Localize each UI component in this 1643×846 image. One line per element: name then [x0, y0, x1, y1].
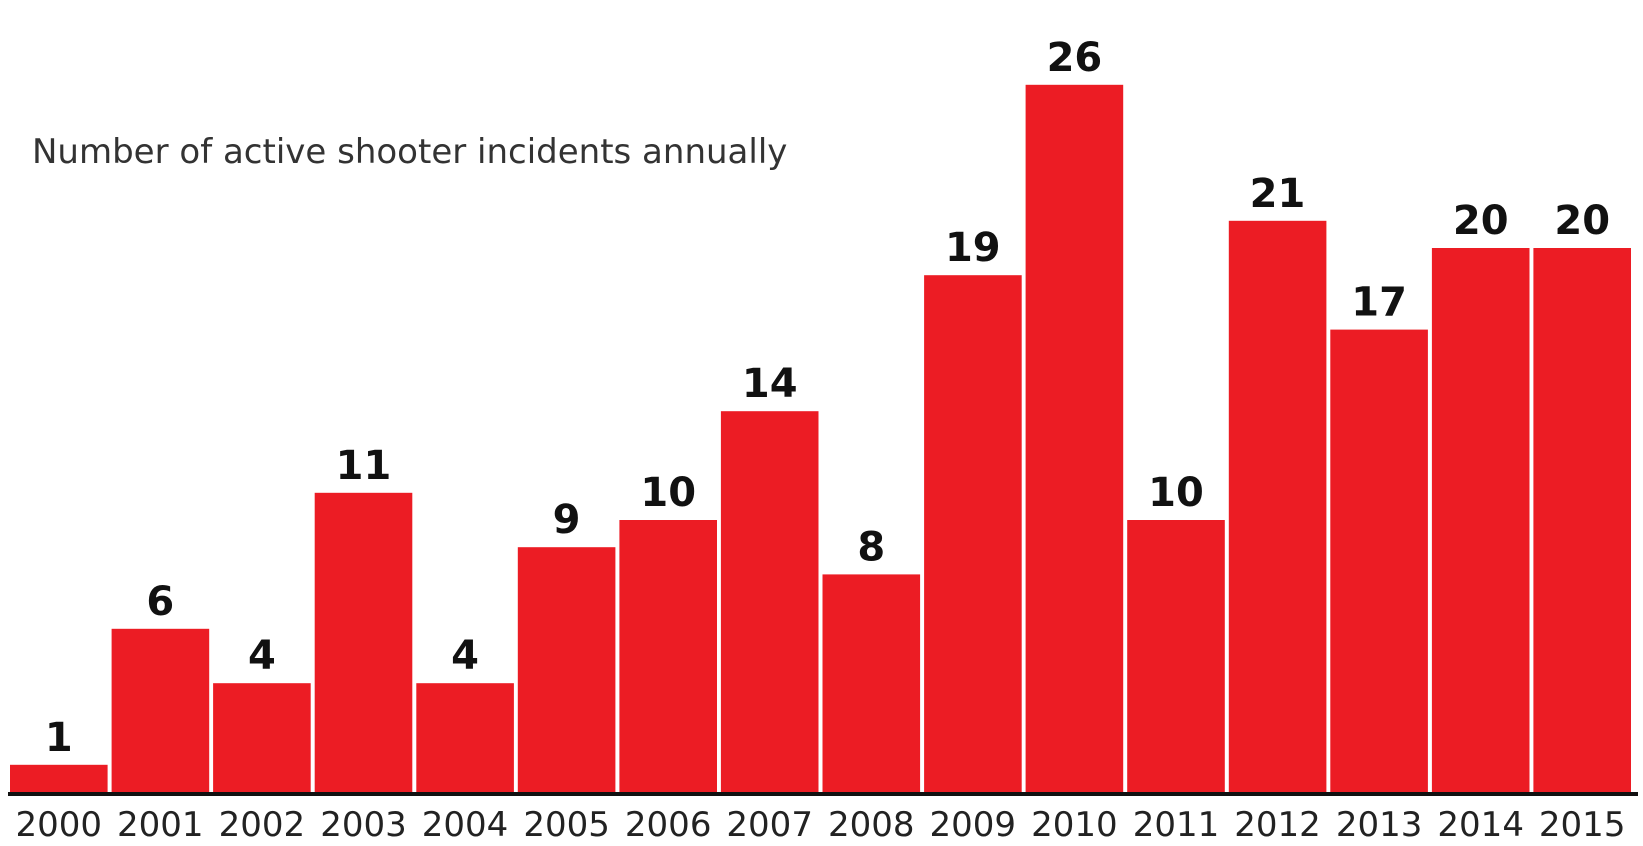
x-tick-label-2002: 2002 [219, 805, 306, 845]
x-tick-label-2011: 2011 [1133, 805, 1220, 845]
x-tick-label-2013: 2013 [1336, 805, 1423, 845]
bar-2005 [517, 547, 616, 792]
x-tick-label-2009: 2009 [930, 805, 1017, 845]
x-tick-label-2000: 2000 [16, 805, 103, 845]
bar-2009 [924, 275, 1022, 792]
x-tick-label-2012: 2012 [1234, 805, 1321, 845]
bar-2004 [416, 683, 514, 792]
bar-2014 [1431, 248, 1530, 792]
value-label-2000: 1 [45, 715, 73, 761]
x-tick-label-2014: 2014 [1437, 805, 1524, 845]
x-tick-label-2005: 2005 [523, 805, 610, 845]
bar-2011 [1127, 520, 1225, 792]
x-tick-label-2003: 2003 [320, 805, 407, 845]
bar-2007 [720, 411, 819, 792]
value-label-2012: 21 [1250, 171, 1306, 217]
bar-2006 [619, 520, 717, 792]
value-label-2008: 8 [857, 524, 885, 570]
bar-2010 [1025, 84, 1124, 793]
value-label-2015: 20 [1554, 198, 1610, 244]
bar-2000 [10, 764, 108, 792]
x-tick-label-2006: 2006 [625, 805, 712, 845]
tick-labels-layer: 2000 2001 2002 2003 2004 2005 2006 2007 2008 2009… [16, 805, 1626, 845]
chart-title: Number of active shooter incidents annua… [32, 132, 787, 172]
value-label-2006: 10 [640, 470, 696, 516]
bar-2015 [1533, 248, 1631, 792]
bar-2001 [111, 628, 210, 792]
bar-2002 [213, 683, 311, 792]
value-labels-layer: 1 6 4 11 4 9 10 14 8 19 26 10 21 17 20 20 [45, 35, 1610, 761]
value-label-2004: 4 [451, 633, 479, 679]
value-label-2013: 17 [1351, 280, 1407, 326]
bar-2003 [314, 492, 413, 792]
bar-2008 [822, 574, 921, 792]
value-label-2005: 9 [553, 497, 581, 543]
bars-layer [10, 84, 1631, 793]
x-tick-label-2004: 2004 [422, 805, 509, 845]
value-label-2011: 10 [1148, 470, 1204, 516]
value-label-2009: 19 [945, 225, 1001, 271]
value-label-2014: 20 [1453, 198, 1509, 244]
value-label-2003: 11 [336, 443, 392, 489]
x-tick-label-2010: 2010 [1031, 805, 1118, 845]
value-label-2001: 6 [146, 579, 174, 625]
x-tick-label-2001: 2001 [117, 805, 204, 845]
x-tick-label-2007: 2007 [726, 805, 813, 845]
x-tick-label-2008: 2008 [828, 805, 915, 845]
value-label-2007: 14 [742, 361, 798, 407]
bar-2012 [1228, 220, 1327, 793]
value-label-2010: 26 [1047, 35, 1103, 81]
value-label-2002: 4 [248, 633, 276, 679]
bar-2013 [1330, 329, 1428, 792]
x-tick-label-2015: 2015 [1539, 805, 1626, 845]
